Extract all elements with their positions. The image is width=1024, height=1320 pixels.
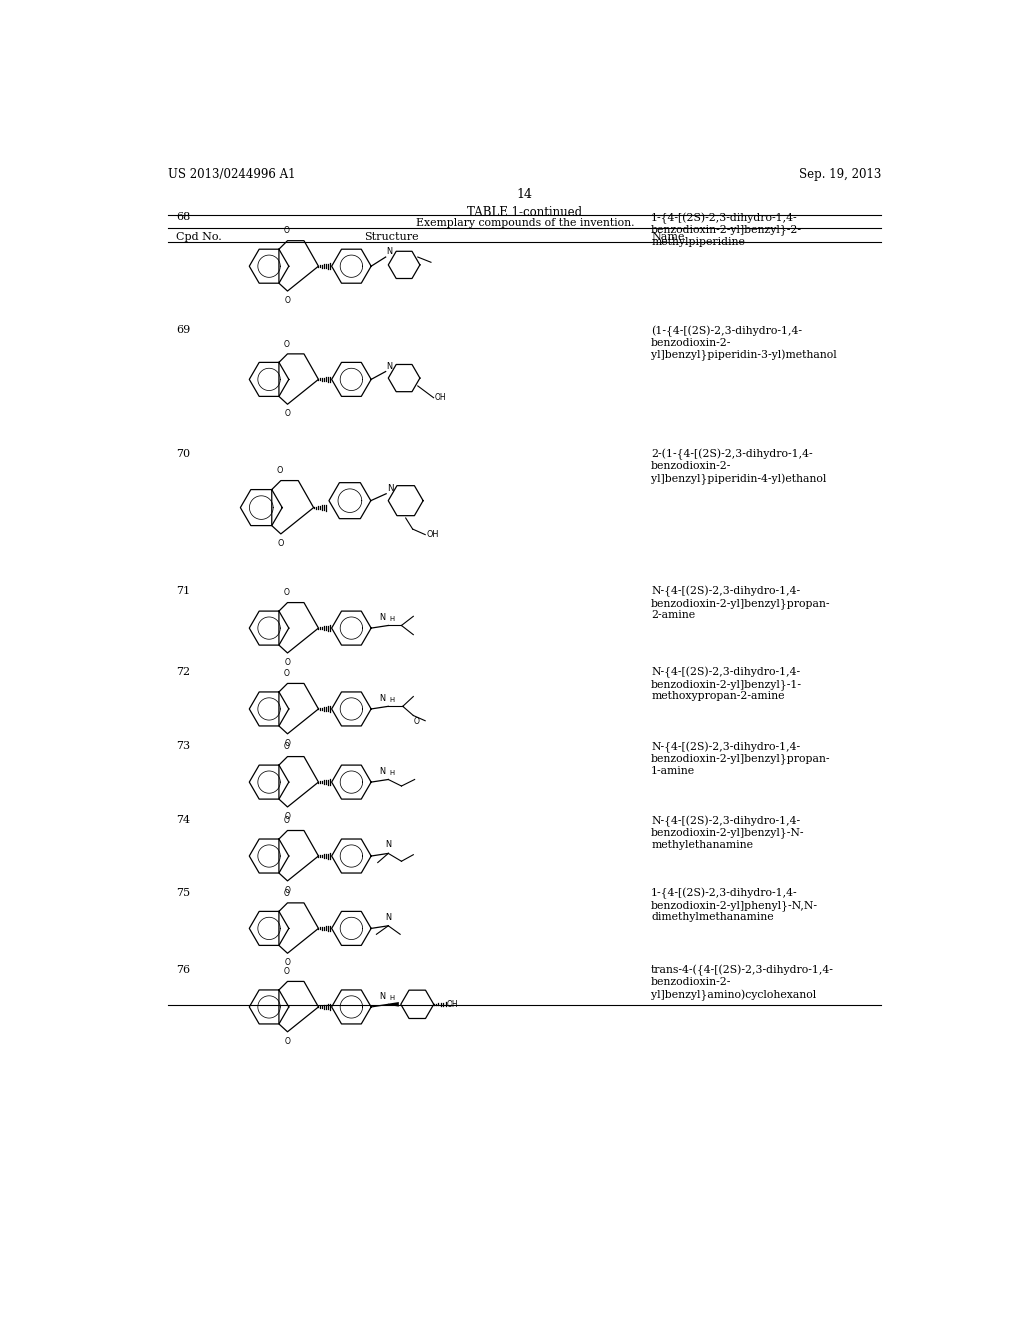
Text: O: O xyxy=(284,227,290,235)
Text: benzodioxin-2-yl]phenyl}-N,N-: benzodioxin-2-yl]phenyl}-N,N- xyxy=(651,900,818,911)
Text: N: N xyxy=(386,362,392,371)
Text: O: O xyxy=(284,669,290,678)
Text: O: O xyxy=(285,296,291,305)
Text: O: O xyxy=(284,888,290,898)
Text: O: O xyxy=(285,409,291,418)
Text: O: O xyxy=(278,540,284,548)
Text: N-{4-[(2S)-2,3-dihydro-1,4-: N-{4-[(2S)-2,3-dihydro-1,4- xyxy=(651,816,800,826)
Text: H: H xyxy=(389,616,394,622)
Text: 76: 76 xyxy=(176,965,190,974)
Text: OH: OH xyxy=(435,393,446,403)
Text: 69: 69 xyxy=(176,326,190,335)
Text: OH: OH xyxy=(427,531,439,539)
Text: O: O xyxy=(285,1038,291,1045)
Text: O: O xyxy=(284,589,290,598)
Text: H: H xyxy=(389,697,394,704)
Text: 1-{4-[(2S)-2,3-dihydro-1,4-: 1-{4-[(2S)-2,3-dihydro-1,4- xyxy=(651,213,798,223)
Text: N-{4-[(2S)-2,3-dihydro-1,4-: N-{4-[(2S)-2,3-dihydro-1,4- xyxy=(651,667,800,678)
Text: benzodioxin-2-yl]benzyl}-N-: benzodioxin-2-yl]benzyl}-N- xyxy=(651,828,805,838)
Text: Name: Name xyxy=(651,231,685,242)
Text: O: O xyxy=(285,958,291,968)
Text: US 2013/0244996 A1: US 2013/0244996 A1 xyxy=(168,168,296,181)
Text: N: N xyxy=(380,993,386,1001)
Text: methylpiperidine: methylpiperidine xyxy=(651,238,745,247)
Text: N: N xyxy=(380,614,386,622)
Text: O: O xyxy=(285,812,291,821)
Text: methoxypropan-2-amine: methoxypropan-2-amine xyxy=(651,692,784,701)
Text: N: N xyxy=(385,841,391,850)
Text: O: O xyxy=(284,742,290,751)
Text: OH: OH xyxy=(446,999,459,1008)
Text: 74: 74 xyxy=(176,816,190,825)
Text: 75: 75 xyxy=(176,887,190,898)
Text: benzodioxin-2-yl]benzyl}-2-: benzodioxin-2-yl]benzyl}-2- xyxy=(651,224,802,235)
Text: Structure: Structure xyxy=(365,231,419,242)
Text: 72: 72 xyxy=(176,667,190,677)
Text: N: N xyxy=(386,247,392,256)
Text: N-{4-[(2S)-2,3-dihydro-1,4-: N-{4-[(2S)-2,3-dihydro-1,4- xyxy=(651,586,800,597)
Text: (1-{4-[(2S)-2,3-dihydro-1,4-: (1-{4-[(2S)-2,3-dihydro-1,4- xyxy=(651,326,802,337)
Text: Exemplary compounds of the invention.: Exemplary compounds of the invention. xyxy=(416,219,634,228)
Text: 2-(1-{4-[(2S)-2,3-dihydro-1,4-: 2-(1-{4-[(2S)-2,3-dihydro-1,4- xyxy=(651,449,813,461)
Text: 1-{4-[(2S)-2,3-dihydro-1,4-: 1-{4-[(2S)-2,3-dihydro-1,4- xyxy=(651,887,798,899)
Text: benzodioxin-2-yl]benzyl}-1-: benzodioxin-2-yl]benzyl}-1- xyxy=(651,678,802,690)
Text: yl]benzyl}piperidin-4-yl)ethanol: yl]benzyl}piperidin-4-yl)ethanol xyxy=(651,474,826,484)
Text: benzodioxin-2-: benzodioxin-2- xyxy=(651,977,731,987)
Text: N: N xyxy=(387,484,393,494)
Polygon shape xyxy=(388,1002,398,1007)
Text: yl]benzyl}piperidin-3-yl)methanol: yl]benzyl}piperidin-3-yl)methanol xyxy=(651,350,837,362)
Text: benzodioxin-2-: benzodioxin-2- xyxy=(651,461,731,471)
Text: 71: 71 xyxy=(176,586,190,595)
Text: 14: 14 xyxy=(517,187,532,201)
Text: N: N xyxy=(385,913,391,921)
Text: methylethanamine: methylethanamine xyxy=(651,840,753,850)
Text: benzodioxin-2-yl]benzyl}propan-: benzodioxin-2-yl]benzyl}propan- xyxy=(651,754,830,764)
Text: H: H xyxy=(389,995,394,1001)
Text: O: O xyxy=(276,466,284,475)
Text: N-{4-[(2S)-2,3-dihydro-1,4-: N-{4-[(2S)-2,3-dihydro-1,4- xyxy=(651,742,800,752)
Text: TABLE 1-continued: TABLE 1-continued xyxy=(467,206,583,219)
Text: yl]benzyl}amino)cyclohexanol: yl]benzyl}amino)cyclohexanol xyxy=(651,989,816,1001)
Text: 70: 70 xyxy=(176,449,190,458)
Text: 2-amine: 2-amine xyxy=(651,610,695,620)
Text: O: O xyxy=(285,659,291,667)
Text: H: H xyxy=(389,770,394,776)
Text: O: O xyxy=(285,886,291,895)
Text: O: O xyxy=(414,717,420,726)
Text: O: O xyxy=(284,339,290,348)
Text: N: N xyxy=(380,694,386,704)
Text: benzodioxin-2-yl]benzyl}propan-: benzodioxin-2-yl]benzyl}propan- xyxy=(651,598,830,609)
Text: N: N xyxy=(380,767,386,776)
Text: Sep. 19, 2013: Sep. 19, 2013 xyxy=(799,168,882,181)
Text: O: O xyxy=(284,816,290,825)
Text: O: O xyxy=(284,968,290,977)
Text: Cpd No.: Cpd No. xyxy=(176,231,222,242)
Text: trans-4-({4-[(2S)-2,3-dihydro-1,4-: trans-4-({4-[(2S)-2,3-dihydro-1,4- xyxy=(651,965,834,975)
Text: dimethylmethanamine: dimethylmethanamine xyxy=(651,912,774,923)
Text: benzodioxin-2-: benzodioxin-2- xyxy=(651,338,731,347)
Text: 68: 68 xyxy=(176,213,190,222)
Text: O: O xyxy=(285,739,291,748)
Text: 73: 73 xyxy=(176,742,190,751)
Text: 1-amine: 1-amine xyxy=(651,766,695,776)
